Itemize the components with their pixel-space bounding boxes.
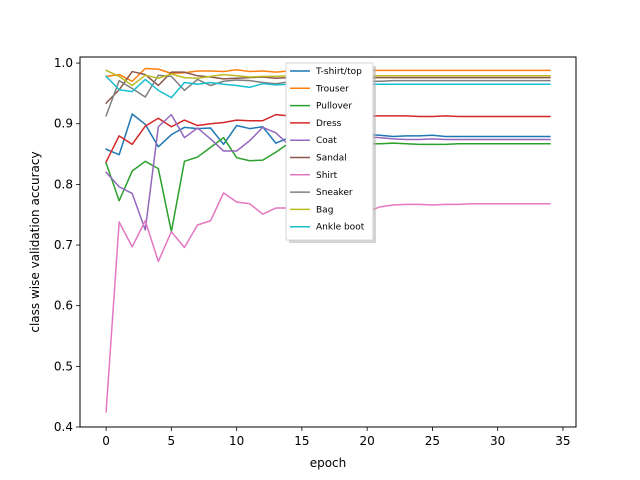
x-tick-label: 35 [555,434,570,448]
legend: T-shirt/top Trouser Pullover Dress Coat Sanda… [285,62,376,243]
legend-entry-label: T-shirt/top [315,67,362,77]
legend-entry-label: Sneaker [316,188,353,198]
legend-entry-label: Pullover [316,102,352,112]
y-tick-label: 0.6 [54,299,73,313]
x-tick-label: 0 [102,434,110,448]
x-tick-label: 10 [229,434,244,448]
legend-entry-label: Dress [316,119,342,129]
y-axis-label: class wise validation accuracy [28,151,42,332]
x-axis-label: epoch [310,456,347,470]
y-tick-label: 0.5 [54,359,73,373]
x-axis-ticks: 0 5 10 15 20 25 30 35 [102,427,571,448]
y-axis-ticks: 0.4 0.5 0.6 0.7 0.8 0.9 1.0 [54,56,80,434]
legend-entry-label: Sandal [316,154,347,164]
x-tick-label: 20 [360,434,375,448]
legend-entry-label: Coat [316,136,337,146]
legend-entry-label: Bag [316,205,333,215]
y-tick-label: 0.4 [54,420,73,434]
y-tick-label: 1.0 [54,56,73,70]
x-tick-label: 30 [490,434,505,448]
x-tick-label: 25 [425,434,440,448]
legend-entry-label: Trouser [315,84,349,94]
legend-box [285,62,374,241]
y-tick-label: 0.9 [54,117,73,131]
legend-entry-label: Ankle boot [316,223,365,233]
legend-entry-label: Shirt [316,171,338,181]
axes-frame [79,56,577,428]
y-tick-label: 0.8 [54,177,73,191]
x-tick-label: 15 [294,434,309,448]
y-tick-label: 0.7 [54,238,73,252]
x-tick-label: 5 [168,434,176,448]
